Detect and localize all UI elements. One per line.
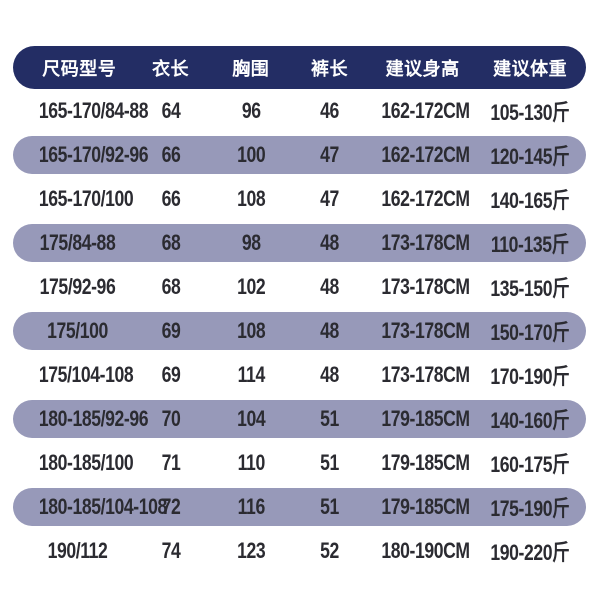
cell-pants-length: 51 [320,406,339,431]
cell-chest: 104 [236,406,266,431]
table-row: 165-170/100 66 108 47 162-172CM 140-165斤 [13,177,586,221]
cell-pants-length: 52 [320,538,339,563]
cell-suggested-height: 180-190CM [381,538,470,563]
cell-garment-length: 64 [161,98,180,123]
cell-pants-length: 48 [320,318,339,343]
cell-size-model: 180-185/100 [38,450,134,475]
cell-suggested-height: 173-178CM [381,274,470,299]
cell-size-model: 165-170/100 [38,186,134,211]
cell-size-model: 175/92-96 [39,274,116,299]
cell-garment-length: 70 [161,406,180,431]
cell-size-model: 180-185/92-96 [38,406,149,431]
table-row: 175/92-96 68 102 48 173-178CM 135-150斤 [13,265,586,309]
cell-chest: 102 [236,274,266,299]
cell-suggested-weight: 170-190斤 [490,364,570,389]
cell-suggested-height: 173-178CM [381,318,470,343]
header-size-model: 尺码型号 [42,58,117,79]
cell-suggested-height: 179-185CM [381,406,470,431]
cell-pants-length: 47 [320,142,339,167]
cell-garment-length: 66 [161,142,180,167]
cell-size-model: 175/84-88 [39,230,116,255]
header-suggested-weight: 建议体重 [493,58,568,79]
cell-garment-length: 71 [161,450,180,475]
cell-chest: 100 [236,142,266,167]
size-table: 尺码型号 衣长 胸围 裤长 建议身高 建议体重 165-170/84-88 64… [13,46,586,573]
table-row: 165-170/84-88 64 96 46 162-172CM 105-130… [13,89,586,133]
table-row: 180-185/104-108 72 116 51 179-185CM 175-… [13,485,586,529]
cell-suggested-weight: 175-190斤 [490,496,570,521]
cell-suggested-height: 162-172CM [381,98,470,123]
cell-pants-length: 48 [320,274,339,299]
cell-chest: 108 [236,186,266,211]
header-garment-length: 衣长 [152,58,190,79]
cell-suggested-weight: 190-220斤 [490,540,570,565]
table-row: 165-170/92-96 66 100 47 162-172CM 120-14… [13,133,586,177]
cell-garment-length: 69 [161,362,180,387]
cell-size-model: 175/100 [47,318,108,343]
table-row: 175/100 69 108 48 173-178CM 150-170斤 [13,309,586,353]
cell-suggested-weight: 160-175斤 [490,452,570,477]
table-row: 190/112 74 123 52 180-190CM 190-220斤 [13,529,586,573]
cell-garment-length: 69 [161,318,180,343]
cell-suggested-height: 162-172CM [381,186,470,211]
cell-suggested-height: 173-178CM [381,362,470,387]
table-row: 175/104-108 69 114 48 173-178CM 170-190斤 [13,353,586,397]
table-row: 180-185/100 71 110 51 179-185CM 160-175斤 [13,441,586,485]
cell-chest: 116 [237,494,265,519]
cell-garment-length: 66 [161,186,180,211]
cell-garment-length: 72 [161,494,180,519]
cell-suggested-height: 162-172CM [381,142,470,167]
cell-chest: 114 [237,362,265,387]
header-chest: 胸围 [232,58,270,79]
cell-pants-length: 46 [320,98,339,123]
cell-suggested-weight: 135-150斤 [490,276,570,301]
cell-pants-length: 47 [320,186,339,211]
header-suggested-height: 建议身高 [385,58,460,79]
cell-size-model: 190/112 [47,538,108,563]
cell-chest: 123 [236,538,266,563]
cell-suggested-weight: 150-170斤 [490,320,570,345]
table-header-row: 尺码型号 衣长 胸围 裤长 建议身高 建议体重 [13,46,586,89]
cell-chest: 96 [241,98,261,123]
cell-size-model: 165-170/84-88 [38,98,149,123]
cell-size-model: 180-185/104-108 [38,494,167,519]
table-row: 180-185/92-96 70 104 51 179-185CM 140-16… [13,397,586,441]
cell-suggested-weight: 105-130斤 [490,100,570,125]
cell-garment-length: 74 [161,538,180,563]
header-pants-length: 裤长 [311,58,349,79]
cell-chest: 110 [237,450,265,475]
cell-suggested-height: 173-178CM [381,230,470,255]
table-row: 175/84-88 68 98 48 173-178CM 110-135斤 [13,221,586,265]
cell-size-model: 175/104-108 [38,362,134,387]
cell-chest: 108 [236,318,266,343]
cell-suggested-height: 179-185CM [381,494,470,519]
cell-suggested-height: 179-185CM [381,450,470,475]
cell-size-model: 165-170/92-96 [38,142,149,167]
cell-pants-length: 51 [320,450,339,475]
cell-suggested-weight: 110-135斤 [491,232,570,257]
cell-suggested-weight: 140-160斤 [490,408,570,433]
cell-pants-length: 51 [320,494,339,519]
cell-garment-length: 68 [161,230,180,255]
cell-chest: 98 [241,230,261,255]
cell-pants-length: 48 [320,230,339,255]
cell-pants-length: 48 [320,362,339,387]
cell-suggested-weight: 120-145斤 [490,144,570,169]
cell-garment-length: 68 [161,274,180,299]
cell-suggested-weight: 140-165斤 [490,188,570,213]
